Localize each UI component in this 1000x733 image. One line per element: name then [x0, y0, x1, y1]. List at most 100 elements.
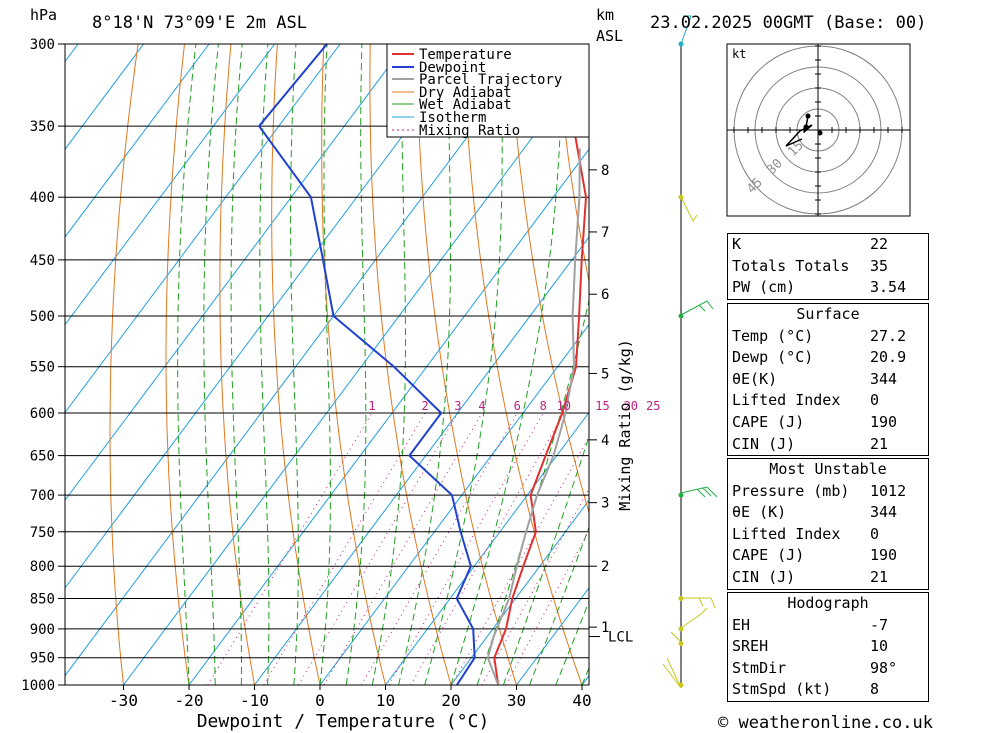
- isotherm-line: [188, 148, 589, 685]
- index-row-pw: PW (cm) 3.54: [728, 277, 928, 299]
- hodograph-row: EH -7: [728, 615, 928, 637]
- index-row-k: K 22: [728, 234, 928, 256]
- wet-adiabat-line: [203, 44, 219, 685]
- most-unstable-row: θE (K) 344: [728, 502, 928, 524]
- surface-value: 27.2: [870, 326, 907, 345]
- isotherm-line: [65, 44, 276, 326]
- km-tick-label: 8: [601, 163, 609, 179]
- mixing-ratio-label: 20: [624, 399, 638, 413]
- most-unstable-row: CIN (J) 21: [728, 567, 928, 589]
- hodograph-label: SREH: [732, 637, 769, 656]
- temperature-tick-label: 30: [507, 691, 526, 710]
- pressure-tick-label: 550: [30, 360, 55, 376]
- legend-mixing-ratio-label: Mixing Ratio: [419, 123, 520, 139]
- dry-adiabat-line: [974, 44, 1000, 685]
- mixing-ratio-label: 4: [478, 399, 485, 413]
- hodograph-label: StmDir: [732, 658, 787, 677]
- asl-unit-label: ASL: [596, 27, 623, 45]
- km-unit-label: km: [596, 6, 614, 24]
- surface-row: Lifted Index 0: [728, 390, 928, 412]
- most-unstable-row: Pressure (mb) 1012: [728, 481, 928, 503]
- legend-parcel-label: Parcel Trajectory: [419, 72, 562, 88]
- temperature-tick-label: 10: [376, 691, 395, 710]
- hodograph-point: [805, 113, 811, 119]
- indices-table: K 22 Totals Totals 35 PW (cm) 3.54: [727, 233, 929, 300]
- dry-adiabat-line: [369, 44, 452, 685]
- legend-dewpoint-label: Dewpoint: [419, 60, 486, 76]
- lcl-label: LCL: [608, 630, 633, 646]
- isotherm-line: [65, 44, 538, 677]
- surface-label: Temp (°C): [732, 326, 814, 345]
- wind-barb: [680, 15, 692, 45]
- surface-table: Surface Temp (°C) 27.2 Dewp (°C) 20.9 θE(K…: [727, 303, 929, 457]
- wet-adiabat-line: [290, 44, 299, 685]
- mixing-ratio-line: [263, 412, 426, 685]
- mixing-ratio-label: 15: [595, 399, 609, 413]
- most-unstable-title: Most Unstable: [769, 460, 887, 478]
- wind-barb: [662, 657, 682, 689]
- surface-value: 190: [870, 412, 898, 431]
- wind-level-dot: [678, 492, 684, 498]
- isotherm-line: [65, 44, 145, 151]
- wind-barb: [680, 607, 708, 629]
- most-unstable-value: 21: [870, 567, 889, 586]
- surface-title: Surface: [796, 305, 860, 323]
- most-unstable-value: 190: [870, 546, 898, 565]
- index-value: 3.54: [870, 278, 907, 297]
- wet-adiabat-line: [319, 44, 331, 685]
- km-tick-label: 5: [601, 366, 609, 382]
- pressure-tick-label: 800: [30, 559, 55, 575]
- temperature-tick-label: -10: [240, 691, 269, 710]
- wet-adiabat-line: [177, 44, 197, 685]
- surface-row: CAPE (J) 190: [728, 412, 928, 434]
- isotherm-line: [65, 44, 341, 414]
- hpa-unit-label: hPa: [30, 6, 57, 24]
- wet-adiabat-line: [529, 525, 589, 685]
- mixing-ratio-label: 10: [557, 399, 571, 413]
- most-unstable-row: CAPE (J) 190: [728, 545, 928, 567]
- hodograph-label: EH: [732, 615, 751, 634]
- wet-adiabat-line: [345, 44, 367, 685]
- surface-row: Dewp (°C) 20.9: [728, 347, 928, 369]
- wet-adiabat-line: [450, 44, 563, 685]
- wind-barb: [670, 631, 682, 643]
- surface-label: CAPE (J): [732, 412, 805, 431]
- right-axis-title: Mixing Ratio (g/kg): [616, 339, 634, 511]
- km-tick-label: 4: [601, 433, 609, 449]
- most-unstable-row: Lifted Index 0: [728, 524, 928, 546]
- storm-motion-point: [817, 130, 823, 136]
- dry-adiabat-line: [271, 44, 321, 685]
- temperature-tick-label: 20: [441, 691, 460, 710]
- hodograph-point: [803, 124, 809, 130]
- pressure-tick-label: 650: [30, 449, 55, 465]
- hodograph-value: 10: [870, 637, 889, 656]
- dry-adiabat-line: [109, 44, 139, 685]
- datetime-label: 23.02.2025 00GMT (Base: 00): [650, 13, 926, 33]
- wind-barb: [680, 486, 718, 498]
- mixing-ratio-label: 8: [540, 399, 547, 413]
- temperature-tick-label: -20: [175, 691, 204, 710]
- surface-row: Temp (°C) 27.2: [728, 326, 928, 348]
- pressure-tick-label: 600: [30, 406, 55, 422]
- dry-adiabat-line: [219, 44, 255, 685]
- surface-value: 21: [870, 434, 889, 453]
- km-tick-label: 6: [601, 287, 609, 303]
- most-unstable-label: Lifted Index: [732, 524, 841, 543]
- surface-row: CIN (J) 21: [728, 434, 928, 456]
- surface-label: θE(K): [732, 369, 778, 388]
- mixing-ratio-line: [207, 412, 373, 685]
- surface-value: 344: [870, 369, 898, 388]
- dry-adiabat-line: [555, 44, 589, 285]
- mixing-ratio-line: [298, 412, 459, 685]
- km-tick-label: 1: [601, 620, 609, 636]
- legend-isotherm-label: Isotherm: [419, 110, 486, 126]
- most-unstable-value: 344: [870, 503, 898, 522]
- hodograph-row: SREH 10: [728, 636, 928, 658]
- wet-adiabat-line: [424, 44, 503, 685]
- isotherm-line: [123, 60, 589, 685]
- most-unstable-value: 1012: [870, 481, 907, 500]
- pressure-tick-label: 400: [30, 190, 55, 206]
- isotherm-line: [65, 44, 210, 238]
- most-unstable-label: θE (K): [732, 503, 787, 522]
